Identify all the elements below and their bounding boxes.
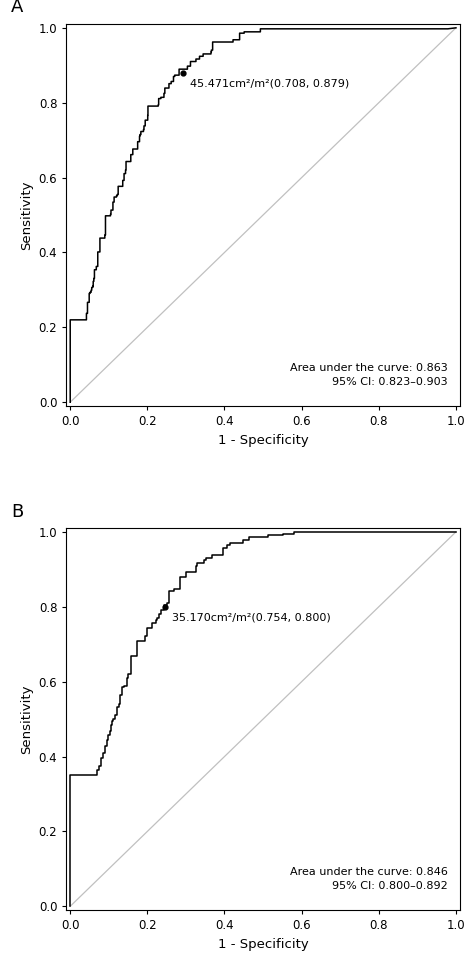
Text: Area under the curve: 0.846
95% CI: 0.800–0.892: Area under the curve: 0.846 95% CI: 0.80… — [290, 867, 448, 891]
Y-axis label: Sensitivity: Sensitivity — [20, 685, 33, 754]
Text: 35.170cm²/m²(0.754, 0.800): 35.170cm²/m²(0.754, 0.800) — [173, 612, 331, 622]
X-axis label: 1 - Specificity: 1 - Specificity — [218, 938, 309, 950]
Text: Area under the curve: 0.863
95% CI: 0.823–0.903: Area under the curve: 0.863 95% CI: 0.82… — [290, 363, 448, 387]
X-axis label: 1 - Specificity: 1 - Specificity — [218, 433, 309, 447]
Text: 45.471cm²/m²(0.708, 0.879): 45.471cm²/m²(0.708, 0.879) — [190, 78, 349, 89]
Text: B: B — [11, 503, 24, 521]
Y-axis label: Sensitivity: Sensitivity — [20, 180, 33, 249]
Text: A: A — [11, 0, 24, 16]
